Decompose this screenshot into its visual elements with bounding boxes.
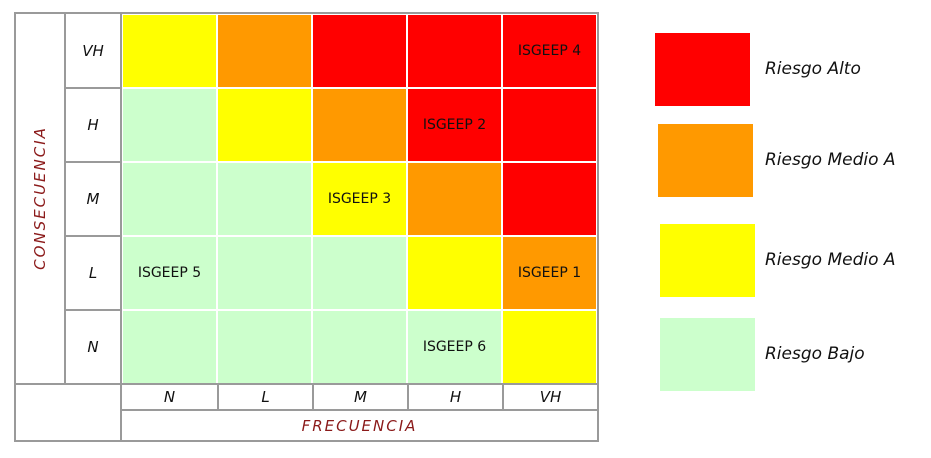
row-label: M <box>86 190 100 208</box>
divider <box>64 161 122 163</box>
matrix-cell <box>502 310 597 384</box>
matrix-cell <box>217 236 312 310</box>
legend-swatch <box>660 224 755 297</box>
y-axis-title: CONSECUENCIA <box>31 126 49 270</box>
matrix-cell: ISGEEP 2 <box>407 88 502 162</box>
matrix-cell <box>122 88 217 162</box>
column-label: H <box>407 385 502 409</box>
divider <box>120 12 122 440</box>
matrix-frame <box>14 12 599 442</box>
matrix-cell <box>407 162 502 236</box>
divider <box>64 235 122 237</box>
matrix-cell <box>217 14 312 88</box>
matrix-cell <box>122 310 217 384</box>
matrix-cell: ISGEEP 3 <box>312 162 407 236</box>
divider <box>64 309 122 311</box>
matrix-cell <box>122 162 217 236</box>
row-label: L <box>88 264 98 282</box>
matrix-cell <box>407 236 502 310</box>
matrix-cell <box>312 310 407 384</box>
legend-label: Riesgo Medio A <box>765 250 896 270</box>
legend-label: Riesgo Medio A <box>765 150 896 170</box>
row-label: H <box>87 116 99 134</box>
x-axis-title: FRECUENCIA <box>301 416 418 435</box>
cell-label: ISGEEP 5 <box>137 265 202 281</box>
matrix-cell: ISGEEP 1 <box>502 236 597 310</box>
matrix-cell <box>407 14 502 88</box>
matrix-cell <box>502 88 597 162</box>
divider <box>120 409 599 411</box>
matrix-cell <box>217 88 312 162</box>
legend-swatch <box>655 33 750 106</box>
matrix-cell <box>312 88 407 162</box>
legend-label: Riesgo Alto <box>765 59 861 79</box>
divider <box>14 383 599 385</box>
matrix-cell <box>217 162 312 236</box>
column-label: N <box>163 388 176 406</box>
row-label: VH <box>82 42 104 60</box>
matrix-cell <box>122 14 217 88</box>
matrix-cell: ISGEEP 5 <box>122 236 217 310</box>
divider <box>64 87 122 89</box>
legend-swatch <box>658 124 753 197</box>
legend-label: Riesgo Bajo <box>765 344 865 364</box>
cell-label: ISGEEP 3 <box>327 191 392 207</box>
legend-swatch <box>660 318 755 391</box>
cell-label: ISGEEP 6 <box>422 339 487 355</box>
cell-label: ISGEEP 2 <box>422 117 487 133</box>
cell-label: ISGEEP 1 <box>517 265 582 281</box>
matrix-cell <box>217 310 312 384</box>
divider <box>64 12 66 384</box>
matrix-cell <box>312 14 407 88</box>
cell-label: ISGEEP 4 <box>517 43 582 59</box>
column-label: M <box>312 385 407 409</box>
column-label: L <box>217 385 312 409</box>
column-label: VH <box>502 385 597 409</box>
matrix-cell: ISGEEP 4 <box>502 14 597 88</box>
matrix-cell: ISGEEP 6 <box>407 310 502 384</box>
matrix-cell <box>502 162 597 236</box>
row-label: N <box>87 338 99 356</box>
matrix-cell <box>312 236 407 310</box>
